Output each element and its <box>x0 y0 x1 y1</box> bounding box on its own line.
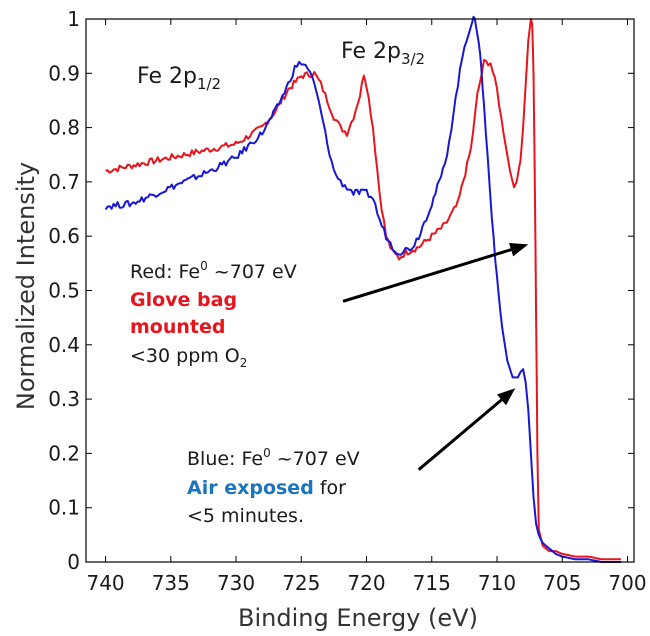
x-tick-label: 705 <box>543 571 581 595</box>
blue-note-line1-sup: 0 <box>263 446 271 460</box>
x-tick-label: 720 <box>347 571 385 595</box>
red-note-bold1: Glove bag <box>130 289 237 311</box>
red-note-bold2: mounted <box>130 316 225 338</box>
y-tick-label: 0.1 <box>48 496 80 520</box>
red-note-line1: Red: Fe0 ~707 eV <box>130 259 297 283</box>
red-note-line4-prefix: <30 ppm O <box>130 345 240 367</box>
x-axis-label: Binding Energy (eV) <box>238 604 478 632</box>
blue-annotation: Blue: Fe0 ~707 eV Air exposed for <5 min… <box>187 446 360 527</box>
arrow-red-shaft <box>342 248 512 303</box>
y-tick-label: 0.9 <box>48 61 80 85</box>
peak-label-2p-half-prefix: Fe 2p <box>137 64 197 89</box>
y-tick-label: 0.4 <box>48 333 80 357</box>
blue-note-bold: Air exposed <box>187 477 314 499</box>
x-tick-label: 735 <box>152 571 190 595</box>
red-note-line1-prefix: Red: Fe <box>130 261 200 283</box>
blue-note-line1-suffix: ~707 eV <box>271 448 360 470</box>
y-axis-label: Normalized Intensity <box>12 162 40 410</box>
red-note-line4-sub: 2 <box>240 356 248 370</box>
y-tick-label: 0.8 <box>48 116 80 140</box>
blue-note-line1-prefix: Blue: Fe <box>187 448 263 470</box>
peak-label-2p-three-half-prefix: Fe 2p <box>341 39 401 64</box>
peak-label-2p-three-half: Fe 2p3/2 <box>341 39 425 68</box>
x-tick-label: 740 <box>86 571 124 595</box>
x-tick-label: 725 <box>282 571 320 595</box>
red-note-line1-suffix: ~707 eV <box>208 261 297 283</box>
peak-label-2p-half: Fe 2p1/2 <box>137 64 221 93</box>
y-tick-label: 0.7 <box>48 170 80 194</box>
arrows <box>342 242 529 471</box>
peak-label-2p-half-sub: 1/2 <box>197 75 221 93</box>
series-line-blue <box>104 15 621 563</box>
y-tick-label: 0.6 <box>48 224 80 248</box>
y-tick-label: 1 <box>67 7 80 31</box>
y-tick-label: 0 <box>67 550 80 574</box>
tick-labels: 740 735 730 725 720 715 710 705 700 0 0.1 0.2 0.3 0.4… <box>48 7 646 595</box>
series-group <box>104 15 621 563</box>
arrow-blue-shaft <box>417 398 503 471</box>
series-line-red <box>105 18 621 561</box>
blue-note-line1: Blue: Fe0 ~707 eV <box>187 446 360 470</box>
red-annotation: Red: Fe0 ~707 eV Glove bag mounted <30 p… <box>130 259 297 370</box>
x-tick-label: 710 <box>478 571 516 595</box>
x-tick-label: 730 <box>217 571 255 595</box>
peak-label-2p-three-half-sub: 3/2 <box>401 50 425 68</box>
arrow-blue-head <box>496 388 516 406</box>
y-tick-label: 0.5 <box>48 279 80 303</box>
blue-note-line2: Air exposed for <box>187 477 346 499</box>
y-tick-label: 0.2 <box>48 441 80 465</box>
blue-note-bold-suffix: for <box>314 477 346 499</box>
blue-note-line3: <5 minutes. <box>187 505 304 527</box>
x-tick-label: 715 <box>413 571 451 595</box>
red-note-line1-sup: 0 <box>200 259 208 273</box>
axes <box>85 18 635 563</box>
y-tick-label: 0.3 <box>48 387 80 411</box>
x-tick-label: 700 <box>608 571 646 595</box>
arrow-red-head <box>509 242 529 257</box>
red-note-line4: <30 ppm O2 <box>130 345 247 370</box>
